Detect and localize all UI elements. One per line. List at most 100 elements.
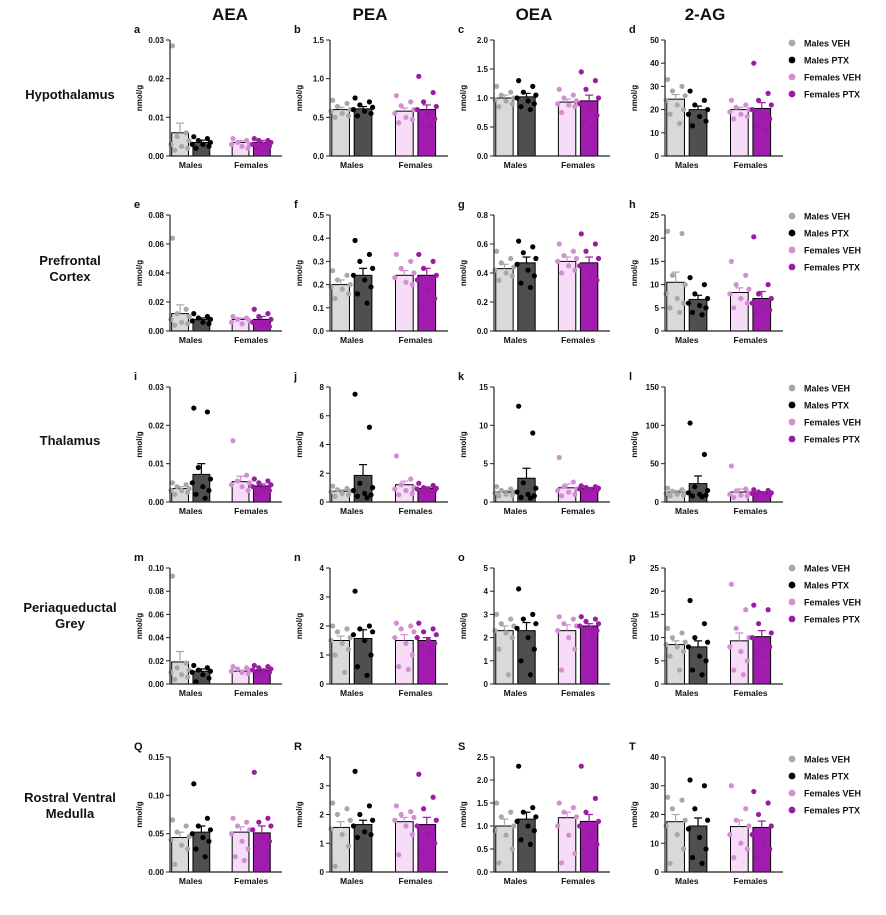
- data-point: [253, 489, 260, 496]
- row-label: Rostral Ventral Medulla: [24, 790, 116, 821]
- y-tick-label: 5: [655, 304, 660, 313]
- data-point: [411, 270, 417, 276]
- x-group-label: Females: [734, 335, 768, 345]
- y-axis-label: nmol/g: [295, 613, 304, 639]
- y-tick-label: 3: [320, 593, 325, 602]
- y-tick-label: 2: [320, 622, 325, 631]
- data-point: [195, 464, 201, 471]
- y-axis-label: nmol/g: [630, 613, 639, 639]
- chart-panel-c: c nmol/g 0.0 0.5 1.0 1.5 2.0 Males Females: [458, 24, 610, 170]
- data-point: [251, 136, 257, 142]
- data-point: [727, 644, 733, 650]
- data-point: [228, 482, 235, 488]
- chart-panel-p: p nmol/g 0 5 10 15 20 25 Males Females: [629, 552, 783, 698]
- data-point: [260, 485, 266, 492]
- data-point: [738, 840, 744, 846]
- x-group-label: Females: [734, 688, 768, 698]
- data-point: [256, 819, 262, 825]
- data-point: [352, 768, 358, 774]
- data-point: [432, 840, 438, 846]
- y-tick-label: 0.08: [148, 211, 164, 220]
- data-point: [701, 282, 708, 288]
- data-point: [251, 662, 257, 669]
- data-point: [503, 491, 509, 497]
- y-tick-label: 0.06: [148, 610, 164, 619]
- data-point: [679, 83, 685, 89]
- data-point: [339, 286, 345, 292]
- data-point: [743, 272, 749, 278]
- data-point: [260, 668, 266, 674]
- data-point: [665, 794, 671, 800]
- y-tick-label: 100: [646, 421, 660, 430]
- data-point: [516, 403, 522, 409]
- data-point: [679, 797, 685, 803]
- y-axis-label: nmol/g: [459, 613, 468, 639]
- data-point: [669, 635, 676, 641]
- data-point: [247, 480, 253, 486]
- data-point: [556, 800, 562, 806]
- y-tick-label: 2: [320, 811, 325, 820]
- y-tick-label: 0.00: [148, 498, 164, 507]
- data-point: [416, 771, 422, 777]
- data-point: [250, 141, 256, 147]
- data-point: [561, 253, 567, 259]
- data-point: [588, 625, 594, 631]
- data-point: [330, 268, 336, 274]
- chart-panel-h: h nmol/g 0 5 10 15 20 25 Males Females: [629, 199, 783, 345]
- y-tick-label: 2: [484, 634, 489, 643]
- legend-swatch: [788, 90, 796, 98]
- panel-letter: d: [629, 24, 636, 36]
- data-point: [357, 811, 363, 818]
- y-axis-label: nmol/g: [135, 613, 144, 639]
- data-point: [414, 277, 420, 283]
- data-point: [350, 823, 357, 829]
- y-axis-label: nmol/g: [459, 260, 468, 286]
- y-tick-label: 0.6: [477, 240, 489, 249]
- y-axis-label: nmol/g: [459, 85, 468, 111]
- data-point: [677, 120, 683, 127]
- y-tick-label: 1.0: [313, 75, 325, 84]
- x-group-label: Males: [504, 876, 528, 886]
- legend-swatch: [788, 263, 796, 271]
- data-point: [420, 99, 427, 105]
- data-point: [663, 641, 669, 648]
- data-point: [253, 145, 260, 151]
- data-point: [738, 111, 744, 117]
- data-point: [701, 97, 708, 103]
- y-tick-label: 40: [650, 753, 659, 762]
- data-point: [368, 492, 374, 498]
- data-point: [687, 597, 693, 604]
- panel-letter: a: [134, 24, 141, 36]
- panel-letter: p: [629, 552, 636, 564]
- data-point: [498, 621, 504, 627]
- data-point: [703, 846, 709, 852]
- legend-swatch: [788, 401, 796, 409]
- data-point: [256, 313, 262, 320]
- data-point: [674, 102, 680, 108]
- x-group-label: Males: [675, 688, 699, 698]
- data-point: [558, 493, 565, 499]
- data-point: [189, 831, 195, 837]
- data-point: [172, 147, 178, 153]
- data-point: [334, 103, 341, 110]
- data-point: [588, 832, 594, 838]
- data-point: [508, 255, 514, 262]
- data-point: [749, 490, 755, 497]
- data-point: [191, 662, 197, 669]
- data-point: [339, 110, 345, 117]
- legend-label: Females PTX: [804, 262, 860, 272]
- data-point: [174, 311, 180, 317]
- data-point: [687, 88, 693, 94]
- data-point: [368, 652, 374, 658]
- chart-panel-d: d nmol/g 0 10 20 30 40 50 Males Females: [629, 24, 783, 170]
- data-point: [414, 635, 420, 641]
- data-point: [362, 829, 368, 835]
- x-group-label: Males: [675, 335, 699, 345]
- data-point: [701, 451, 708, 458]
- y-axis-label: nmol/g: [630, 260, 639, 286]
- data-point: [703, 305, 709, 311]
- data-point: [581, 846, 587, 852]
- data-point: [581, 284, 587, 291]
